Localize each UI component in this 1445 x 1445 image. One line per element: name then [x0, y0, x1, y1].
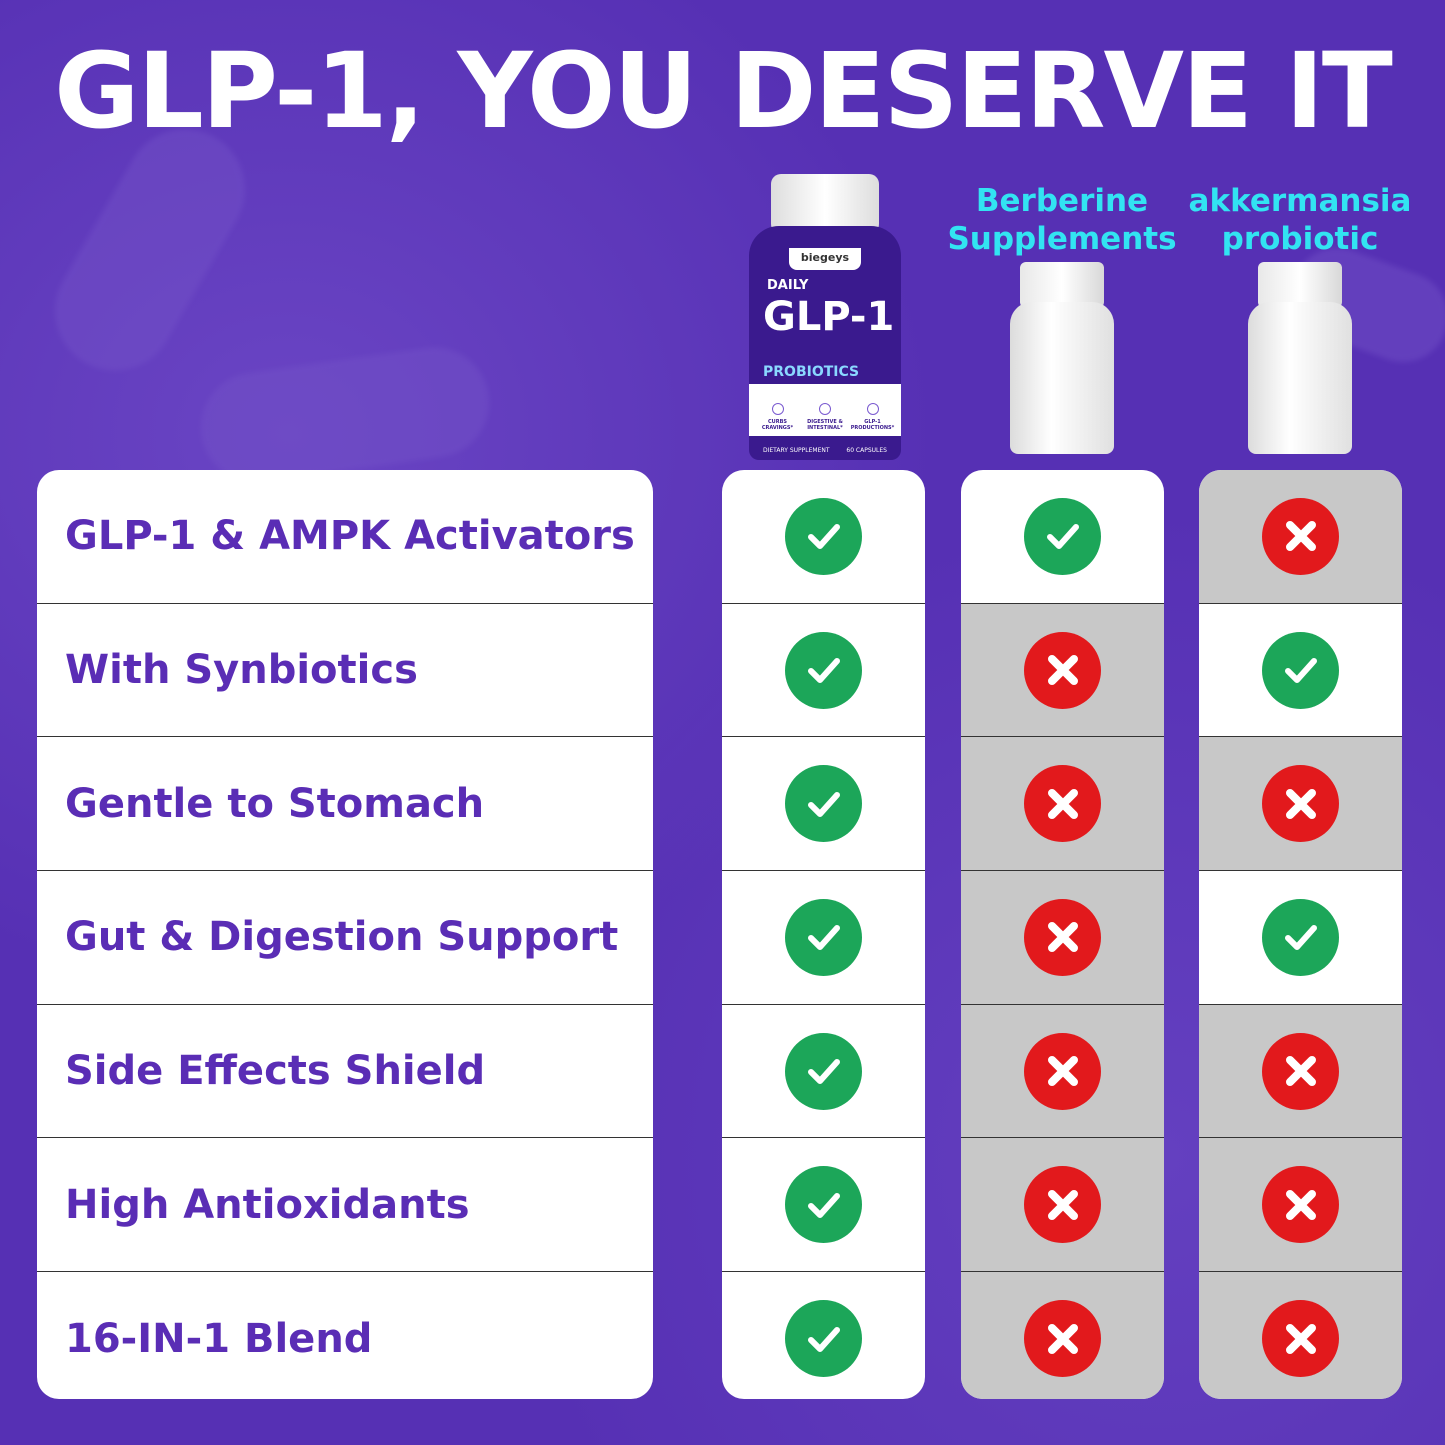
feature-row: 16-IN-1 Blend	[37, 1272, 653, 1399]
comparison-cell	[961, 1272, 1164, 1399]
comparison-cell	[961, 470, 1164, 604]
comparison-cell	[722, 1138, 925, 1273]
check-icon	[1024, 497, 1101, 575]
comparison-cell	[722, 604, 925, 738]
product-line2: GLP-1	[763, 294, 895, 340]
product-feature-label: CURBS CRAVINGS*	[761, 419, 794, 431]
check-icon	[785, 631, 862, 709]
check-icon	[785, 765, 862, 843]
comparison-cell	[1199, 470, 1402, 604]
feature-row: High Antioxidants	[37, 1138, 653, 1273]
comparison-cell	[1199, 604, 1402, 738]
feature-label: Gentle to Stomach	[65, 780, 485, 827]
product-footer-left: DIETARY SUPPLEMENT	[763, 447, 830, 454]
comparison-cell	[1199, 1004, 1402, 1139]
product-bottle: biegeys DAILY GLP-1 PROBIOTICS CURBS CRA…	[749, 174, 901, 460]
cross-icon	[1024, 898, 1101, 976]
check-icon	[785, 898, 862, 976]
feature-row: With Synbiotics	[37, 604, 653, 738]
cross-icon	[1024, 1166, 1101, 1244]
cross-icon	[1262, 1032, 1339, 1110]
product-footer-right: 60 CAPSULES	[846, 447, 887, 454]
comparison-cell	[1199, 1272, 1402, 1399]
product-features: CURBS CRAVINGS* DIGESTIVE & INTESTINAL* …	[755, 386, 895, 434]
product-feature: GLP-1 PRODUCTIONS*	[850, 403, 895, 431]
feature-label: Side Effects Shield	[65, 1048, 486, 1095]
column-header-berberine: Berberine Supplements	[947, 183, 1177, 257]
check-icon	[785, 1300, 862, 1378]
digestive-icon	[819, 403, 831, 415]
comparison-cell	[722, 1005, 925, 1139]
feature-row: Gentle to Stomach	[37, 737, 653, 872]
cross-icon	[1262, 1300, 1339, 1378]
brand-logo: biegeys	[789, 248, 861, 270]
feature-label: GLP-1 & AMPK Activators	[65, 513, 635, 560]
feature-label: Gut & Digestion Support	[65, 914, 619, 961]
comparison-cell	[961, 737, 1164, 872]
comparison-cell	[1199, 871, 1402, 1005]
product-feature-label: GLP-1 PRODUCTIONS*	[850, 419, 895, 431]
comparison-cell	[722, 470, 925, 604]
column-berberine	[961, 470, 1164, 1399]
cross-icon	[1262, 765, 1339, 843]
feature-labels: GLP-1 & AMPK Activators With Synbiotics Ge…	[37, 470, 653, 1399]
check-icon	[785, 497, 862, 575]
comparison-cell	[722, 1272, 925, 1399]
column-product	[722, 470, 925, 1399]
comparison-cell	[961, 1004, 1164, 1139]
generic-bottle	[1010, 262, 1114, 454]
cross-icon	[1262, 497, 1339, 575]
check-icon	[1262, 631, 1339, 709]
comparison-cell	[1199, 737, 1402, 872]
check-icon	[785, 1166, 862, 1244]
feature-label: With Synbiotics	[65, 647, 418, 694]
comparison-cell	[722, 737, 925, 872]
drop-icon	[866, 403, 879, 415]
feature-label: High Antioxidants	[65, 1181, 470, 1228]
feature-label: 16-IN-1 Blend	[65, 1315, 373, 1362]
comparison-cell	[961, 603, 1164, 738]
comparison-cell	[722, 871, 925, 1005]
feature-row: Gut & Digestion Support	[37, 871, 653, 1005]
column-header-akkermansia: akkermansia probiotic	[1188, 183, 1412, 257]
feature-row: Side Effects Shield	[37, 1005, 653, 1139]
generic-bottle	[1248, 262, 1352, 454]
cross-icon	[1024, 1300, 1101, 1378]
product-line1: DAILY	[767, 278, 809, 293]
cross-icon	[1024, 765, 1101, 843]
cravings-icon	[771, 403, 784, 415]
check-icon	[1262, 898, 1339, 976]
product-badge: PROBIOTICS	[763, 364, 860, 380]
comparison-cell	[961, 871, 1164, 1005]
column-akkermansia	[1199, 470, 1402, 1399]
cross-icon	[1024, 1032, 1101, 1110]
comparison-cell	[961, 1138, 1164, 1273]
product-feature: CURBS CRAVINGS*	[755, 403, 800, 431]
feature-row: GLP-1 & AMPK Activators	[37, 470, 653, 604]
comparison-cell	[1199, 1138, 1402, 1273]
check-icon	[785, 1032, 862, 1110]
product-feature-label: DIGESTIVE & INTESTINAL*	[807, 419, 843, 431]
cross-icon	[1262, 1166, 1339, 1244]
cross-icon	[1024, 631, 1101, 709]
page-title: GLP-1, YOU DESERVE IT	[54, 30, 1393, 152]
product-feature: DIGESTIVE & INTESTINAL*	[803, 403, 848, 431]
